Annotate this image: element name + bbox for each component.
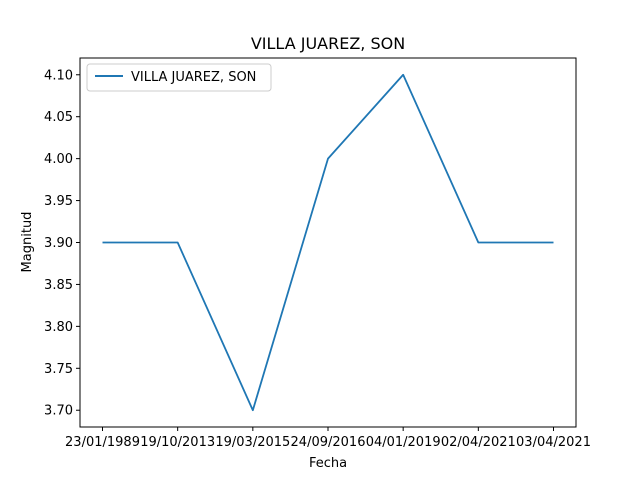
y-tick-label: 3.95 xyxy=(44,194,73,209)
legend-box xyxy=(86,63,272,92)
y-tick-label: 4.05 xyxy=(44,110,73,125)
y-tick-label: 3.85 xyxy=(44,278,73,293)
x-tick-label: 23/01/1989 xyxy=(65,435,140,450)
y-tick-label: 3.90 xyxy=(44,236,73,251)
y-tick-label: 4.00 xyxy=(44,152,73,167)
x-tick-label: 24/09/2016 xyxy=(291,435,366,450)
x-tick-label: 02/04/2021 xyxy=(441,435,516,450)
series-line xyxy=(102,73,554,412)
y-tick-label: 3.80 xyxy=(44,320,73,335)
y-tick-label: 3.70 xyxy=(44,404,73,419)
plot-frame xyxy=(79,57,577,428)
y-tick-label: 3.75 xyxy=(44,362,73,377)
plot-area: 3.70 3.75 3.80 3.85 3.90 3.95 4.00 4.05 4.10 23/0… xyxy=(44,68,591,450)
chart-title: VILLA JUAREZ, SON xyxy=(251,34,405,53)
x-tick-label: 19/03/2015 xyxy=(215,435,290,450)
x-tick-label: 04/01/2019 xyxy=(366,435,441,450)
legend-label: VILLA JUAREZ, SON xyxy=(131,70,256,85)
x-tick-label: 03/04/2021 xyxy=(516,435,591,450)
legend: VILLA JUAREZ, SON xyxy=(86,63,272,92)
y-tick-label: 4.10 xyxy=(44,68,73,83)
x-axis-label: Fecha xyxy=(309,456,347,471)
y-axis-label: Magnitud xyxy=(20,212,35,273)
x-tick-label: 19/10/2013 xyxy=(140,435,215,450)
